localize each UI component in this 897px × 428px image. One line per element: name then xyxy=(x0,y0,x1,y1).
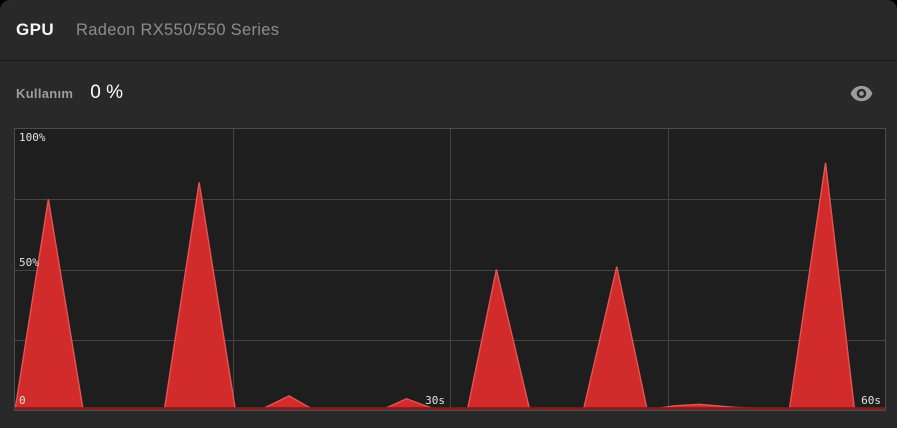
usage-value: 0 % xyxy=(90,82,124,103)
eye-icon xyxy=(850,85,873,102)
usage-area-series xyxy=(15,129,885,410)
gridline-horizontal-25pct xyxy=(15,339,885,341)
panel-header: GPU Radeon RX550/550 Series xyxy=(0,0,897,61)
gridline-horizontal-50pct xyxy=(15,269,885,271)
chart-baseline xyxy=(15,407,885,410)
usage-stat-row: Kullanım 0 % xyxy=(0,61,897,125)
usage-label: Kullanım xyxy=(16,85,74,101)
gridline-horizontal-75pct xyxy=(15,199,885,201)
usage-chart: 100% 50% 0 30s 60s xyxy=(14,128,886,411)
visibility-toggle-button[interactable] xyxy=(849,84,873,102)
device-name: Radeon RX550/550 Series xyxy=(76,20,280,39)
device-type-label: GPU xyxy=(16,20,55,39)
